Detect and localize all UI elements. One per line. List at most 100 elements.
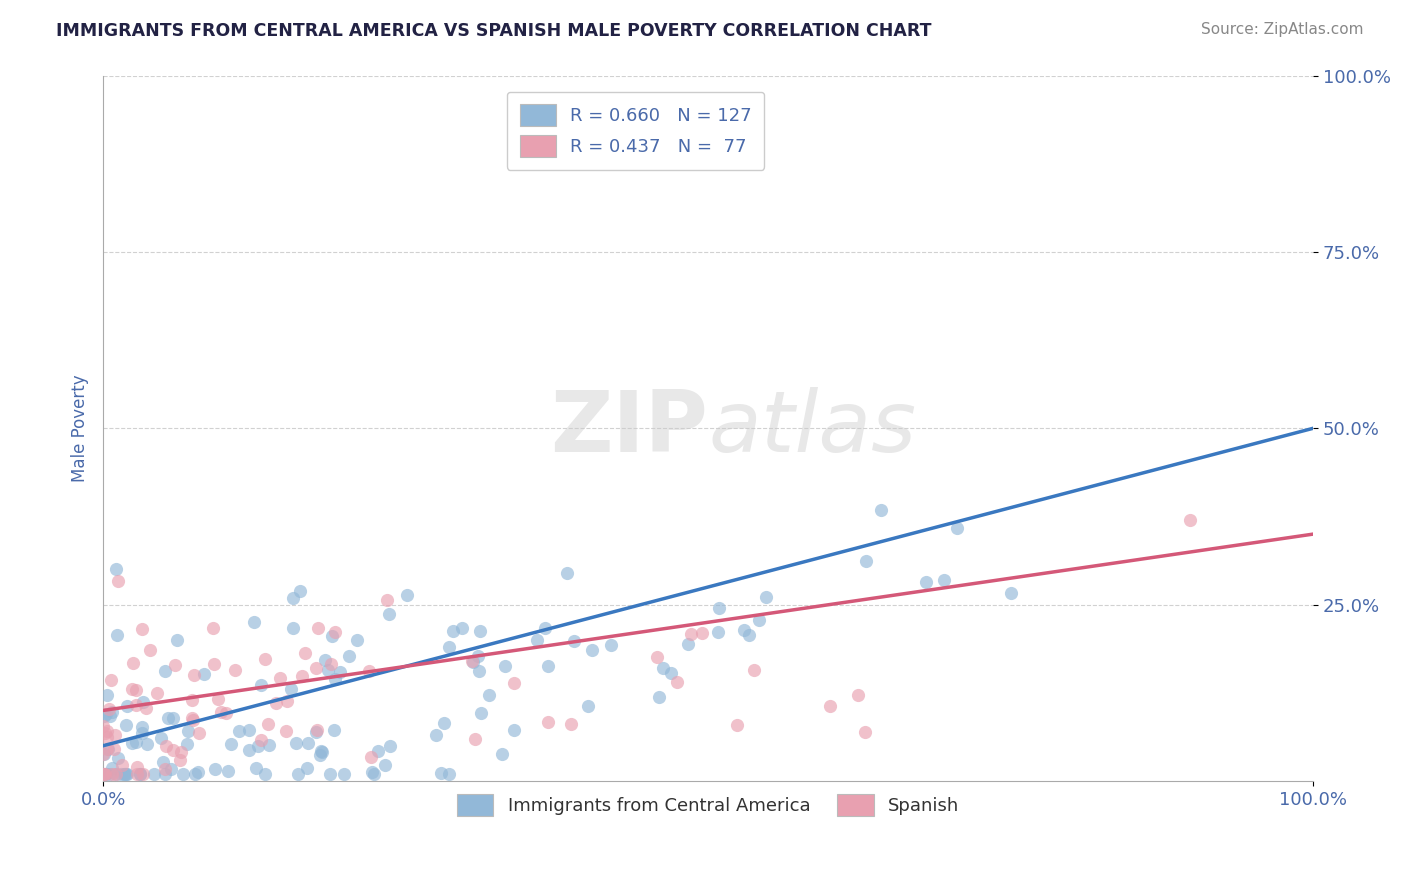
Point xyxy=(323,723,346,738)
Point xyxy=(323,673,346,687)
Point xyxy=(576,699,599,714)
Point xyxy=(143,767,166,781)
Point xyxy=(468,624,491,638)
Point xyxy=(91,767,114,781)
Point xyxy=(93,747,115,762)
Point xyxy=(228,724,250,739)
Point xyxy=(441,624,464,639)
Text: Source: ZipAtlas.com: Source: ZipAtlas.com xyxy=(1201,22,1364,37)
Point xyxy=(285,736,308,750)
Point xyxy=(209,705,232,719)
Point xyxy=(166,632,188,647)
Point xyxy=(357,665,380,679)
Point xyxy=(665,674,688,689)
Point xyxy=(533,621,555,635)
Point xyxy=(276,694,298,708)
Point xyxy=(96,742,118,756)
Point xyxy=(94,726,117,740)
Point xyxy=(321,629,343,643)
Point xyxy=(846,688,869,702)
Point xyxy=(537,659,560,673)
Point xyxy=(288,583,311,598)
Point xyxy=(245,761,267,775)
Point xyxy=(103,741,125,756)
Point xyxy=(425,728,447,742)
Point xyxy=(311,745,333,759)
Point xyxy=(450,621,472,635)
Point xyxy=(181,714,204,728)
Point xyxy=(153,767,176,781)
Point xyxy=(146,686,169,700)
Point xyxy=(93,767,115,781)
Point xyxy=(139,642,162,657)
Point xyxy=(125,767,148,781)
Point xyxy=(224,663,246,677)
Point xyxy=(105,767,128,781)
Point xyxy=(187,765,209,780)
Point xyxy=(181,693,204,707)
Point xyxy=(207,692,229,706)
Point xyxy=(707,601,730,615)
Point xyxy=(183,667,205,681)
Point xyxy=(733,623,755,637)
Point xyxy=(124,735,146,749)
Point xyxy=(463,656,485,670)
Point xyxy=(162,742,184,756)
Point xyxy=(470,706,492,720)
Point xyxy=(321,657,343,671)
Point xyxy=(91,767,114,781)
Point xyxy=(269,671,291,685)
Point xyxy=(115,767,138,781)
Point xyxy=(652,661,675,675)
Point xyxy=(755,591,778,605)
Point xyxy=(217,764,239,778)
Point xyxy=(305,661,328,675)
Point xyxy=(111,757,134,772)
Point xyxy=(855,554,877,568)
Point xyxy=(295,760,318,774)
Point xyxy=(319,767,342,781)
Point xyxy=(360,750,382,764)
Point xyxy=(294,646,316,660)
Point xyxy=(94,767,117,781)
Point xyxy=(204,762,226,776)
Point xyxy=(253,652,276,666)
Point xyxy=(264,696,287,710)
Point xyxy=(311,744,333,758)
Point xyxy=(159,762,181,776)
Point xyxy=(291,669,314,683)
Point xyxy=(491,747,513,762)
Point xyxy=(101,705,124,719)
Point xyxy=(437,640,460,654)
Point xyxy=(165,657,187,672)
Point xyxy=(153,664,176,678)
Point xyxy=(308,747,330,762)
Point xyxy=(104,767,127,781)
Point xyxy=(131,725,153,739)
Point xyxy=(367,744,389,758)
Point xyxy=(107,574,129,589)
Point xyxy=(136,737,159,751)
Point xyxy=(360,764,382,779)
Point xyxy=(737,628,759,642)
Text: IMMIGRANTS FROM CENTRAL AMERICA VS SPANISH MALE POVERTY CORRELATION CHART: IMMIGRANTS FROM CENTRAL AMERICA VS SPANI… xyxy=(56,22,932,40)
Point xyxy=(93,747,115,762)
Point xyxy=(246,739,269,753)
Point xyxy=(304,725,326,739)
Text: ZIP: ZIP xyxy=(551,387,709,470)
Point xyxy=(526,632,548,647)
Point xyxy=(250,678,273,692)
Point xyxy=(93,708,115,723)
Point xyxy=(94,767,117,781)
Point xyxy=(105,562,128,576)
Point xyxy=(333,767,356,781)
Point xyxy=(104,728,127,742)
Point xyxy=(115,766,138,780)
Point xyxy=(110,767,132,781)
Point xyxy=(132,767,155,781)
Point xyxy=(153,762,176,776)
Point xyxy=(94,767,117,781)
Point xyxy=(170,745,193,759)
Point xyxy=(707,625,730,640)
Point xyxy=(932,573,955,587)
